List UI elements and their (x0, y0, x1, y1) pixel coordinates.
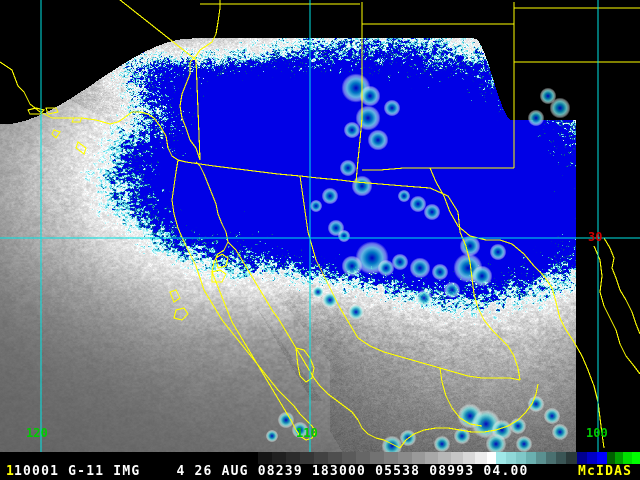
satellite-image-panel[interactable]: 30 120 110 100 (0, 0, 640, 452)
enhancement-segment (286, 452, 300, 464)
border-sonora-chihuahua (299, 175, 359, 339)
enhancement-segment (536, 452, 546, 464)
coast-texas (603, 237, 640, 335)
border-arizona-new-mexico (355, 2, 363, 183)
enhancement-segment (451, 452, 463, 464)
enhancement-segment (516, 452, 526, 464)
island-santa-catalina (51, 129, 61, 139)
lat-lon-grid (0, 0, 640, 452)
coast-sinaloa-inner (295, 347, 315, 383)
enhancement-segment (597, 452, 607, 464)
border-us-mexico-west (177, 159, 357, 183)
enhancement-segment (615, 452, 623, 464)
enhancement-segment (566, 452, 577, 464)
enhancement-segment (314, 452, 328, 464)
annotation-bar: 1 10001 G-11 IMG 4 26 AUG 08239 183000 0… (0, 464, 640, 480)
image-info-text: 10001 G-11 IMG 4 26 AUG 08239 183000 055… (14, 464, 529, 479)
enhancement-segment (546, 452, 556, 464)
enhancement-segment (370, 452, 384, 464)
enhancement-segment (475, 452, 487, 464)
border-chihuahua-coahuila (459, 231, 521, 381)
enhancement-segment (587, 452, 597, 464)
color-enhancement-bar[interactable] (0, 452, 640, 464)
enhancement-segment (607, 452, 615, 464)
baja-isla-angel (169, 289, 181, 303)
latitude-label-30n: 30 (588, 230, 603, 244)
island-san-nicolas (71, 117, 83, 123)
border-arizona-north (189, 0, 221, 63)
border-chihuahua-north (355, 181, 461, 233)
longitude-label-100w: 100 (586, 426, 608, 440)
border-nayarit-jalisco (399, 383, 539, 449)
political-boundaries (0, 0, 640, 449)
enhancement-segment (463, 452, 475, 464)
coast-california (0, 61, 179, 161)
enhancement-segment (506, 452, 516, 464)
enhancement-segment (300, 452, 314, 464)
enhancement-segment (438, 452, 451, 464)
enhancement-segment (487, 452, 496, 464)
enhancement-segment (632, 452, 640, 464)
baja-inner-bay-2 (211, 269, 227, 283)
map-vector-overlay: 30 120 110 100 (0, 0, 640, 452)
border-durango-zacatecas (357, 337, 521, 381)
enhancement-segment (398, 452, 412, 464)
border-california-nevada (119, 0, 201, 161)
enhancement-segment (577, 452, 587, 464)
border-texas-nm-east (362, 167, 514, 171)
enhancement-segment (258, 452, 272, 464)
map-overlay-svg (0, 0, 640, 452)
mcidas-brand-label: McIDAS (578, 464, 633, 479)
infrared-satellite-image[interactable] (0, 0, 640, 452)
baja-california-west-coast (171, 159, 317, 441)
border-inner-durango (439, 367, 483, 427)
longitude-label-110w: 110 (296, 426, 318, 440)
island-san-clemente (75, 141, 87, 155)
enhancement-segment (623, 452, 632, 464)
enhancement-segment (328, 452, 342, 464)
longitude-label-120w: 120 (26, 426, 48, 440)
enhancement-segment (0, 452, 258, 464)
enhancement-segment (342, 452, 356, 464)
leading-marker: 1 (6, 464, 16, 479)
baja-california-east-coast (195, 161, 297, 431)
baja-isla-tiburon (173, 307, 189, 321)
border-arizona-california (179, 62, 201, 161)
enhancement-segment (384, 452, 398, 464)
enhancement-segment (526, 452, 536, 464)
coast-sonora (227, 241, 401, 449)
enhancement-segment (272, 452, 286, 464)
coast-texas-barrier (593, 245, 640, 375)
enhancement-segment (425, 452, 438, 464)
rio-grande (429, 167, 605, 449)
island-santa-cruz (27, 107, 46, 115)
baja-inner-bay-1 (215, 253, 229, 269)
enhancement-segment (356, 452, 370, 464)
enhancement-segment (556, 452, 566, 464)
enhancement-segment (496, 452, 506, 464)
enhancement-segment (412, 452, 425, 464)
island-santa-rosa (45, 107, 59, 115)
